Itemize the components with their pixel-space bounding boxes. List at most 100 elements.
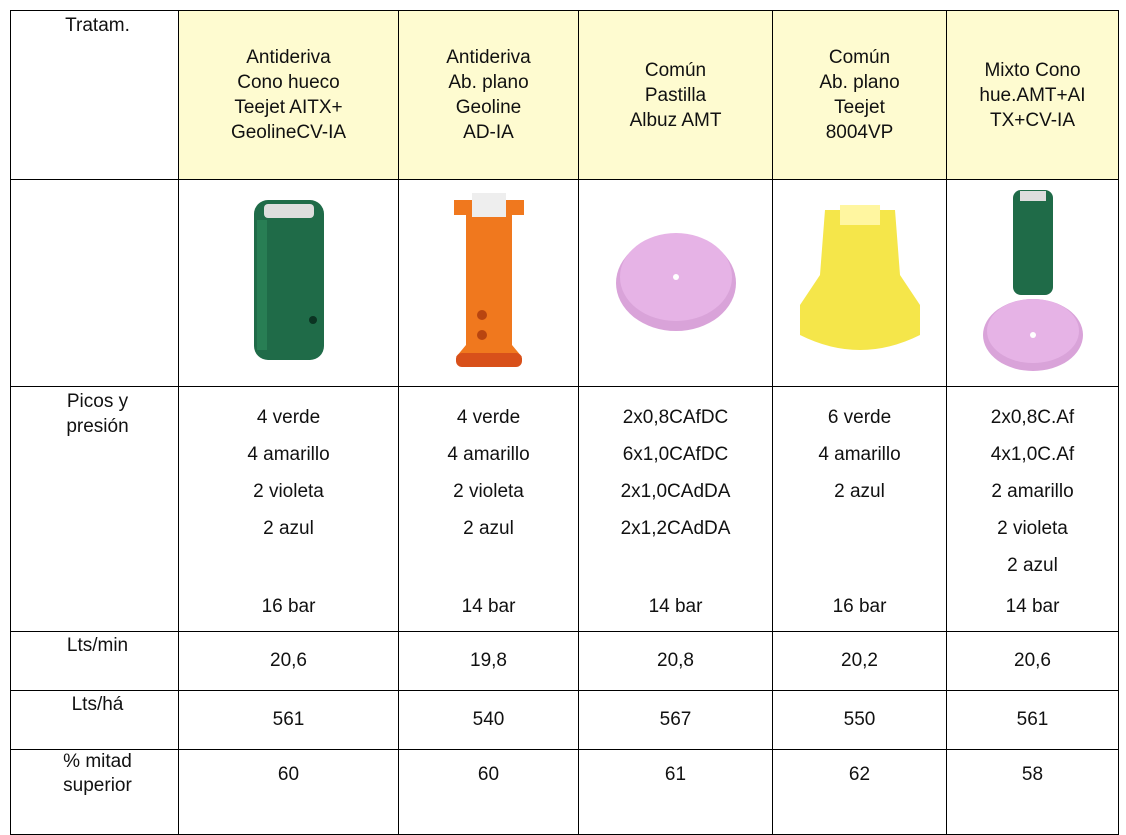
nozzle-line: 6x1,0CAfDC [622, 444, 729, 465]
cell: 61 [578, 749, 773, 835]
header-line: Ab. plano [819, 72, 900, 93]
header-line: GeolineCV-IA [230, 122, 347, 143]
cell: 2x0,8C.Af 4x1,0C.Af 2 amarillo 2 violeta 2 a… [946, 386, 1119, 632]
cell: 60 [398, 749, 579, 835]
pressure: 14 bar [461, 596, 516, 617]
nozzle-line: 2 azul [463, 518, 514, 539]
header-line: Cono hueco [237, 72, 340, 93]
nozzle-line: 2x1,0CAdDA [620, 481, 731, 502]
cell: 561 [178, 690, 399, 750]
cell: 2x0,8CAfDC 6x1,0CAfDC 2x1,0CAdDA 2x1,2CAdDA… [578, 386, 773, 632]
picos-row: Picos y presión 4 verde 4 amarillo 2 violeta… [10, 386, 1119, 632]
nozzle-list: 6 verde 4 amarillo 2 azul [774, 388, 946, 511]
pressure: 14 bar [648, 596, 703, 617]
cell: 6 verde 4 amarillo 2 azul 16 bar [772, 386, 947, 632]
cell: 4 verde 4 amarillo 2 violeta 2 azul 14 bar [398, 386, 579, 632]
cell: 19,8 [398, 631, 579, 691]
nozzle-line: 2 azul [263, 518, 314, 539]
row-label: Lts/min [10, 631, 179, 691]
row-label: % mitad superior [10, 749, 179, 835]
cell: 58 [946, 749, 1119, 835]
nozzle-line: 2 amarillo [991, 481, 1074, 502]
value-row: % mitad superior 60 60 61 62 58 [10, 749, 1119, 835]
cell: 60 [178, 749, 399, 835]
cell: 20,2 [772, 631, 947, 691]
nozzle-line: 4 amarillo [247, 444, 330, 465]
nozzle-list: 2x0,8C.Af 4x1,0C.Af 2 amarillo 2 violeta 2 a… [948, 388, 1118, 585]
cell [178, 179, 399, 387]
nozzle-line: 4x1,0C.Af [990, 444, 1075, 465]
row-label: Lts/há [10, 690, 179, 750]
header-line: TX+CV-IA [990, 109, 1075, 131]
header-line: AD-IA [463, 122, 514, 143]
cell [946, 179, 1119, 387]
header-row: Tratam. Antideriva Cono hueco Teejet AITX+ G… [10, 10, 1119, 180]
nozzle-image [453, 193, 524, 367]
header-line: 8004VP [825, 122, 894, 143]
header-line: Ab. plano [448, 72, 529, 93]
nozzle-line: 2x0,8CAfDC [622, 407, 729, 428]
cell: 20,6 [178, 631, 399, 691]
nozzle-line: 2 violeta [997, 518, 1068, 539]
page: Tratam. Antideriva Cono hueco Teejet AITX+ G… [10, 10, 1119, 835]
table: Tratam. Antideriva Cono hueco Teejet AITX+ G… [10, 10, 1119, 835]
nozzle-image [615, 233, 736, 331]
cell: 567 [578, 690, 773, 750]
header-cell: Común Ab. plano Teejet 8004VP [772, 10, 947, 180]
nozzle-line: 6 verde [827, 407, 892, 428]
header-line: Tratam. [65, 15, 130, 36]
cell: 561 [946, 690, 1119, 750]
label-line: % mitad [63, 751, 132, 772]
pressure: 16 bar [832, 596, 887, 617]
nozzle-line: 2x1,2CAdDA [620, 518, 731, 539]
cell: 540 [398, 690, 579, 750]
header-cell: Mixto Cono hue.AMT+AI TX+CV-IA [946, 10, 1119, 180]
cell [398, 179, 579, 387]
cell: 20,8 [578, 631, 773, 691]
header-line: Antideriva [246, 47, 331, 68]
value-row: Lts/min 20,6 19,8 20,8 20,2 20,6 [10, 631, 1119, 691]
header-line: Geoline [455, 97, 522, 118]
label-line: presión [66, 416, 129, 437]
cell: 20,6 [946, 631, 1119, 691]
header-cell: Común Pastilla Albuz AMT [578, 10, 773, 180]
value-row: Lts/há 561 540 567 550 561 [10, 690, 1119, 750]
label-line: Picos y [66, 391, 129, 412]
header-line: hue.AMT+AI [979, 84, 1086, 106]
header-line: Común [828, 47, 891, 68]
nozzle-list: 4 verde 4 amarillo 2 violeta 2 azul [400, 388, 578, 548]
nozzle-line: 2 azul [1007, 555, 1058, 576]
cell: 62 [772, 749, 947, 835]
header-line: Común [644, 59, 707, 81]
nozzle-list: 2x0,8CAfDC 6x1,0CAfDC 2x1,0CAdDA 2x1,2CAdDA [580, 388, 772, 548]
nozzle-line: 4 verde [456, 407, 521, 428]
nozzle-image [253, 200, 324, 360]
nozzle-line: 2x0,8C.Af [990, 407, 1075, 428]
header-line: Mixto Cono [984, 59, 1081, 81]
nozzle-line: 2 violeta [253, 481, 324, 502]
row-label: Picos y presión [10, 386, 179, 632]
header-cell: Antideriva Cono hueco Teejet AITX+ GeolineC… [178, 10, 399, 180]
cell [578, 179, 773, 387]
nozzle-line: 4 verde [256, 407, 321, 428]
nozzle-line: 2 azul [834, 481, 885, 502]
cell [772, 179, 947, 387]
header-line: Antideriva [446, 47, 531, 68]
header-line: Albuz AMT [629, 109, 722, 131]
nozzle-line: 4 amarillo [818, 444, 901, 465]
nozzle-line: 2 violeta [453, 481, 524, 502]
header-line: Teejet [834, 97, 885, 118]
header-cell: Tratam. [10, 10, 179, 180]
cell: 550 [772, 690, 947, 750]
nozzle-image [799, 205, 920, 350]
cell [10, 179, 179, 387]
nozzle-image [982, 190, 1083, 371]
label-line: superior [63, 775, 132, 796]
header-line: Pastilla [644, 84, 707, 106]
header-cell: Antideriva Ab. plano Geoline AD-IA [398, 10, 579, 180]
nozzle-line: 4 amarillo [447, 444, 530, 465]
pressure: 16 bar [261, 596, 316, 617]
pressure: 14 bar [1005, 596, 1060, 617]
nozzle-list: 4 verde 4 amarillo 2 violeta 2 azul [180, 388, 398, 548]
image-row [10, 179, 1119, 387]
